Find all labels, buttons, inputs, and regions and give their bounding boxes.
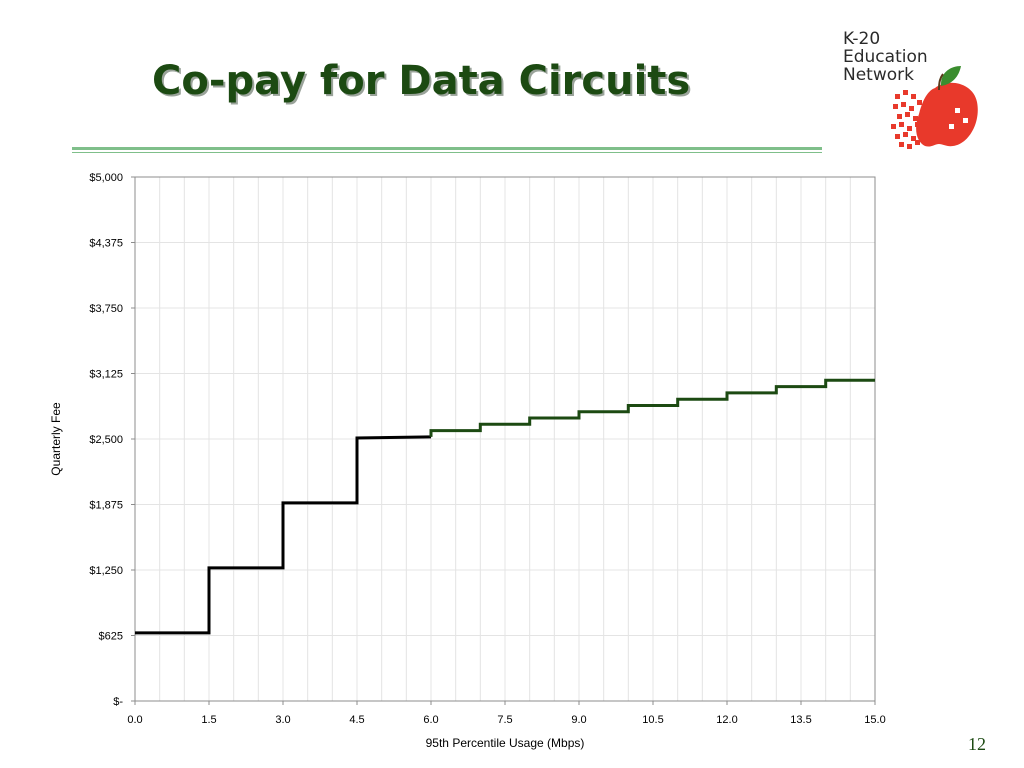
logo-pixel (893, 104, 898, 109)
slide-title: Co-pay for Data Circuits (152, 58, 691, 104)
logo-pixel (911, 94, 916, 99)
y-tick-label: $2,500 (89, 434, 123, 446)
title-divider (72, 147, 822, 150)
logo-line-1: K-20 (843, 29, 881, 49)
series-line-1 (135, 435, 432, 635)
y-axis-ticks: $- $625 $1,250 $1,875 $2,500 $3,125 $3,750 $4,3… (89, 172, 135, 708)
x-tick-label: 3.0 (275, 714, 290, 726)
logo-pixel (903, 90, 908, 95)
logo-pixel (907, 126, 912, 131)
y-tick-label: $1,250 (89, 565, 123, 577)
chart-series (135, 378, 875, 635)
y-tick-label: $5,000 (89, 172, 123, 184)
logo-pixel (899, 142, 904, 147)
x-tick-label: 10.5 (642, 714, 663, 726)
logo-pixel (903, 132, 908, 137)
x-tick-label: 1.5 (201, 714, 216, 726)
page-number: 12 (968, 734, 986, 754)
logo-pixel (899, 122, 904, 127)
x-tick-label: 12.0 (716, 714, 737, 726)
y-tick-label: $3,125 (89, 369, 123, 381)
logo-pixel (909, 106, 914, 111)
series-line-2 (429, 378, 875, 437)
logo-text: K-20 Education Network (843, 30, 928, 84)
logo-pixel (913, 116, 918, 121)
apple-icon (891, 66, 978, 149)
logo-pixel (907, 144, 912, 149)
y-tick-label: $4,375 (89, 238, 123, 250)
x-axis-title: 95th Percentile Usage (Mbps) (426, 736, 585, 750)
chart-grid (134, 176, 876, 702)
x-tick-label: 13.5 (790, 714, 811, 726)
logo-line-2: Education (843, 47, 928, 67)
logo-pixel (917, 100, 922, 105)
y-tick-label: $625 (99, 631, 123, 643)
x-tick-label: 7.5 (497, 714, 512, 726)
logo-pixel (905, 112, 910, 117)
y-tick-label: $3,750 (89, 303, 123, 315)
logo-pixel (897, 114, 902, 119)
logo-pixel (901, 102, 906, 107)
logo-pixel (915, 140, 920, 145)
logo-pixel (891, 124, 896, 129)
x-tick-label: 9.0 (571, 714, 586, 726)
x-tick-label: 15.0 (864, 714, 885, 726)
y-tick-label: $1,875 (89, 500, 123, 512)
x-tick-label: 0.0 (127, 714, 142, 726)
x-tick-label: 4.5 (349, 714, 364, 726)
logo-line-3: Network (843, 65, 914, 85)
k20-logo: K-20 Education Network (843, 30, 983, 152)
y-axis-title: Quarterly Fee (49, 402, 63, 476)
logo-pixel (911, 136, 916, 141)
x-axis-ticks: 0.0 1.5 3.0 4.5 6.0 7.5 9.0 10.5 12.0 13.5 15.0 (127, 701, 886, 726)
x-tick-label: 6.0 (423, 714, 438, 726)
logo-pixel (895, 94, 900, 99)
logo-pixel (895, 134, 900, 139)
y-tick-label: $- (113, 696, 123, 708)
title-divider-thin (72, 152, 822, 153)
